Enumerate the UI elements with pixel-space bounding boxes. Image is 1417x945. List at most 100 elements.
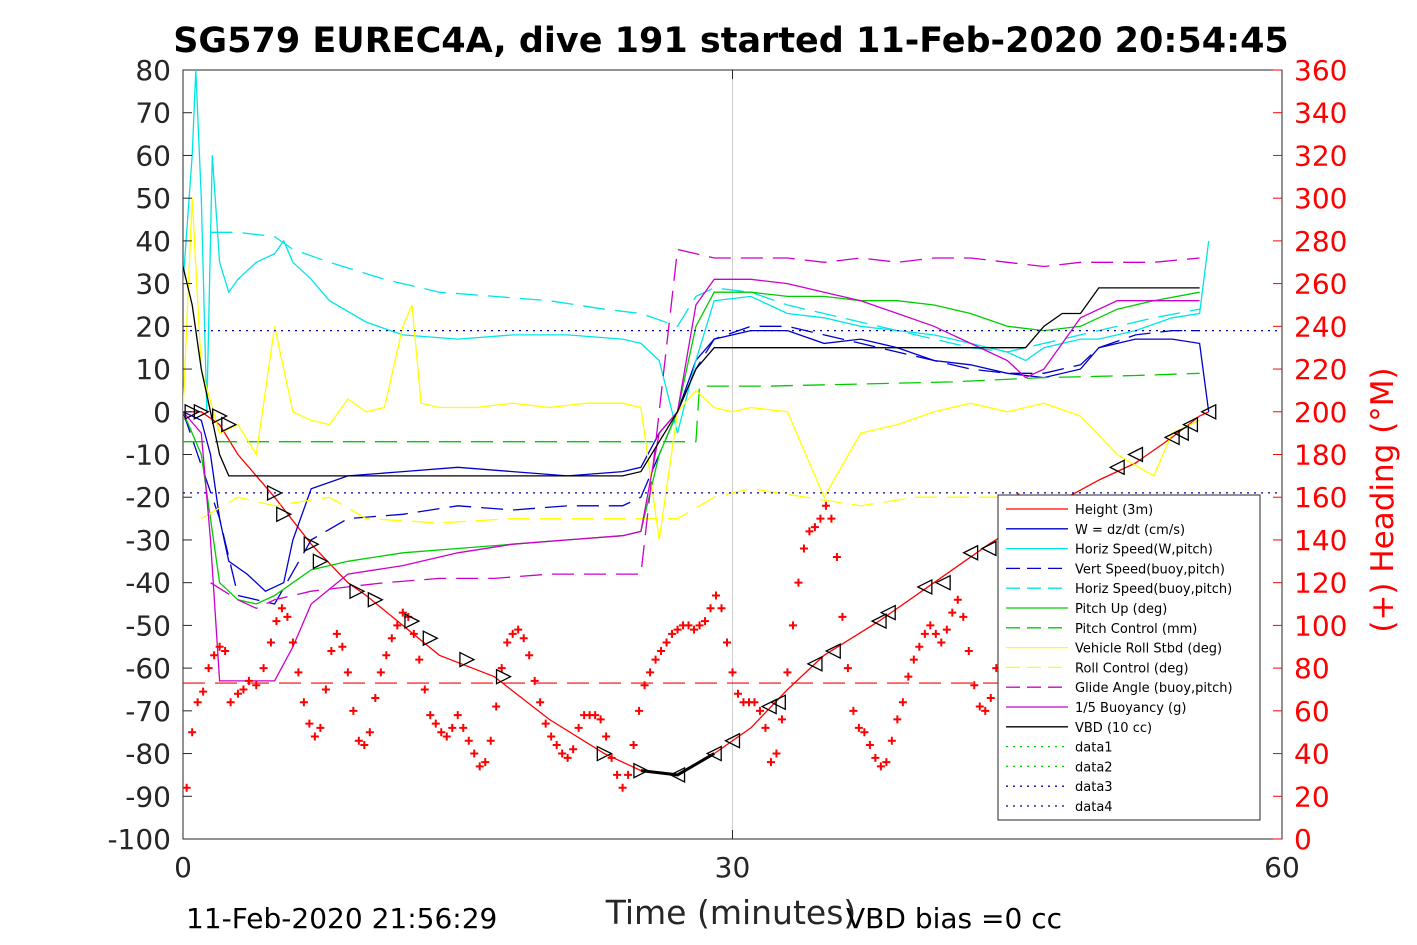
heading-marker [953,595,962,604]
heading-marker [948,608,957,617]
legend-label: Horiz Speed(buoy,pitch) [1075,582,1232,597]
left-tick-label: -40 [125,567,171,600]
depth-marker [193,403,210,420]
heading-marker [964,647,973,656]
depth-marker [980,540,997,557]
series-line-3 [183,325,1200,605]
heading-marker [832,553,841,562]
heading-marker [981,706,990,715]
series-line-4 [210,231,1200,353]
heading-marker [788,621,797,630]
x-tick-label: 60 [1264,851,1300,884]
depth-marker [1181,416,1199,433]
legend-label: Roll Control (deg) [1075,661,1189,676]
heading-layer [183,493,1067,792]
depth-marker [633,762,650,779]
heading-marker [536,698,545,707]
depth-marker [404,613,421,630]
heading-marker [646,668,655,677]
heading-marker [244,676,253,685]
heading-marker [376,668,385,677]
heading-marker [695,621,704,630]
heading-marker [563,753,572,762]
heading-marker [332,629,341,638]
left-tick-label: 60 [135,139,171,172]
left-tick-label: -10 [125,439,171,472]
heading-marker [854,723,863,732]
heading-marker [640,681,649,690]
heading-marker [937,638,946,647]
heading-marker [382,651,391,660]
depth-marker [266,484,284,502]
heading-marker [860,728,869,737]
heading-marker [277,604,286,613]
depth-marker [495,668,512,685]
heading-marker [327,647,336,656]
x-axis-label: Time (minutes) [605,893,857,932]
right-tick-label: 20 [1294,780,1330,813]
heading-marker [193,698,202,707]
heading-marker [690,625,699,634]
heading-marker [288,638,297,647]
heading-marker [887,736,896,745]
right-tick-label: 160 [1294,481,1347,514]
heading-marker [673,625,682,634]
heading-marker [558,749,567,758]
left-tick-label: -100 [107,823,171,856]
heading-marker [794,578,803,587]
heading-marker [349,706,358,715]
x-axis-ticks: 0 30 60 [174,70,1300,884]
depth-marker [349,583,366,600]
legend-label: data4 [1075,800,1113,815]
heading-marker [816,514,825,523]
heading-marker [712,591,721,600]
x-tick-label: 0 [174,851,192,884]
heading-marker [821,501,830,510]
heading-marker [684,621,693,630]
heading-marker [221,647,230,656]
heading-marker [215,642,224,651]
depth-marker [1172,425,1189,442]
heading-marker [547,732,556,741]
heading-marker [662,638,671,647]
heading-marker [360,741,369,750]
heading-marker [453,711,462,720]
heading-marker [233,689,242,698]
depth-marker [806,655,823,672]
heading-marker [926,621,935,630]
heading-marker [365,728,374,737]
depth-marker [1200,403,1217,420]
heading-marker [431,719,440,728]
legend-label: data3 [1075,780,1113,795]
depth-marker [312,553,329,570]
heading-marker [668,629,677,638]
left-tick-label: -90 [125,780,171,813]
depth-marker [934,574,951,591]
heading-marker [766,758,775,767]
heading-marker [849,706,858,715]
legend-label: Vert Speed(buoy,pitch) [1075,562,1225,577]
right-tick-label: 120 [1294,567,1347,600]
heading-marker [294,668,303,677]
left-axis-ticks: 80 70 60 50 40 30 20 10 0 -10 -20 -30 -40 -50 -60 -70 -8… [107,54,1282,856]
heading-marker [354,736,363,745]
depth-marker [1108,459,1125,476]
heading-marker [188,728,197,737]
heading-marker [514,625,523,634]
legend-label: VBD (10 cc) [1075,721,1152,736]
heading-marker [305,719,314,728]
right-axis-label: (+) Heading (°M) [1365,367,1401,632]
heading-marker [437,728,446,737]
right-tick-label: 260 [1294,268,1347,301]
right-tick-label: 100 [1294,609,1347,642]
series-line-9 [210,248,1200,610]
heading-marker [475,762,484,771]
heading-marker [266,638,275,647]
right-tick-label: 60 [1294,695,1330,728]
depth-marker [367,591,384,608]
heading-marker [459,723,468,732]
left-tick-label: -60 [125,652,171,685]
right-tick-label: 340 [1294,97,1347,130]
series-line-8 [200,488,1200,524]
heading-marker [503,638,512,647]
